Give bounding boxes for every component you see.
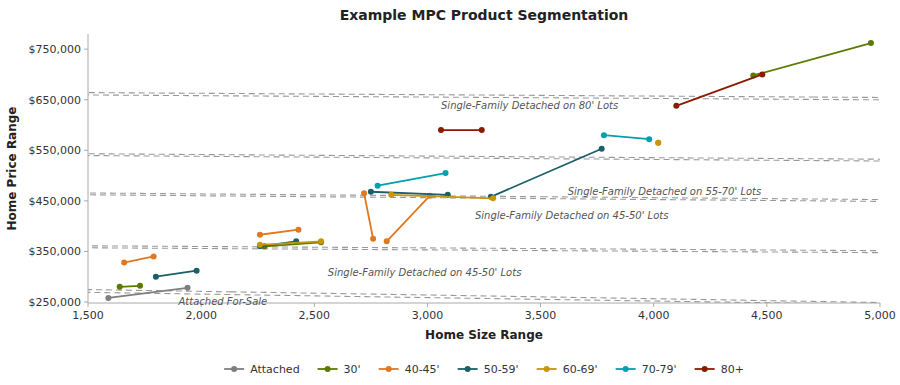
point bbox=[257, 242, 263, 248]
legend-item: 50-59' bbox=[458, 363, 519, 376]
legend-marker bbox=[231, 366, 237, 372]
annotation-text: Single-Family Detached on 45-50' Lots bbox=[475, 210, 668, 221]
point bbox=[153, 274, 159, 280]
point bbox=[388, 192, 394, 198]
y-tick-label: $750,000 bbox=[29, 43, 82, 56]
legend-marker bbox=[386, 366, 392, 372]
legend-item: 80+ bbox=[695, 363, 744, 376]
y-tick bbox=[84, 99, 88, 100]
legend-label: 70-79' bbox=[642, 363, 677, 376]
y-tick-label: $350,000 bbox=[29, 245, 82, 258]
x-tick bbox=[766, 303, 767, 307]
legend-marker bbox=[465, 366, 471, 372]
x-tick-label: 4,500 bbox=[751, 309, 783, 322]
legend-label: 40-45' bbox=[405, 363, 440, 376]
point bbox=[137, 283, 143, 289]
legend-label: 50-59' bbox=[484, 363, 519, 376]
x-tick-label: 4,000 bbox=[638, 309, 670, 322]
x-tick-label: 2,500 bbox=[299, 309, 331, 322]
legend-marker bbox=[325, 366, 331, 372]
point bbox=[655, 140, 661, 146]
legend-item: 70-79' bbox=[616, 363, 677, 376]
y-tick-label: $250,000 bbox=[29, 296, 82, 309]
annotation-ellipse bbox=[88, 277, 880, 303]
legend-item: Attached bbox=[224, 363, 299, 376]
legend-item: 40-45' bbox=[379, 363, 440, 376]
series-line bbox=[441, 74, 762, 130]
title: Example MPC Product Segmentation bbox=[340, 7, 629, 23]
annotation-ellipse bbox=[88, 170, 880, 224]
legend-label: Attached bbox=[250, 363, 299, 376]
chart: Example MPC Product Segmentation 1,500 2,0… bbox=[0, 0, 900, 385]
x-tick bbox=[880, 303, 881, 307]
annotation-ellipse bbox=[88, 211, 880, 285]
annotation-ellipse bbox=[88, 129, 880, 187]
plot-area bbox=[88, 40, 880, 303]
x-tick bbox=[427, 303, 428, 307]
point bbox=[185, 285, 191, 291]
point bbox=[295, 227, 301, 233]
series-line bbox=[120, 43, 871, 287]
y-tick bbox=[84, 49, 88, 50]
y-tick bbox=[84, 251, 88, 252]
point bbox=[443, 170, 449, 176]
legend-label: 30' bbox=[344, 363, 361, 376]
x-tick bbox=[540, 303, 541, 307]
annotation-text: Single-Family Detached on 45-50' Lots bbox=[328, 267, 521, 278]
x-tick bbox=[314, 303, 315, 307]
legend-marker bbox=[702, 366, 708, 372]
x-tick-label: 2,000 bbox=[185, 309, 217, 322]
x-tick-label: 1,500 bbox=[72, 309, 104, 322]
annotation-text: Single-Family Detached on 80' Lots bbox=[441, 100, 618, 111]
legend-item: 60-69' bbox=[537, 363, 598, 376]
y-axis-line bbox=[88, 34, 89, 303]
legend-label: 60-69' bbox=[563, 363, 598, 376]
point bbox=[601, 132, 607, 138]
y-tick bbox=[84, 200, 88, 201]
x-tick-label: 3,500 bbox=[525, 309, 557, 322]
point bbox=[370, 236, 376, 242]
x-axis-label: Home Size Range bbox=[425, 328, 543, 342]
legend-marker bbox=[544, 366, 550, 372]
point bbox=[151, 253, 157, 259]
annotation-text: Attached For-Sale bbox=[178, 296, 268, 307]
x-tick bbox=[653, 303, 654, 307]
legend: Attached 30' 40-45' 50-59' 60-69' 70-79' 80+ bbox=[224, 363, 744, 376]
point bbox=[655, 140, 661, 146]
x-tick-label: 5,000 bbox=[864, 309, 896, 322]
annotation-ellipse bbox=[88, 50, 880, 145]
point bbox=[117, 284, 123, 290]
point bbox=[105, 295, 111, 301]
point bbox=[121, 260, 127, 266]
point bbox=[375, 183, 381, 189]
point bbox=[257, 232, 263, 238]
y-axis-label: Home Price Range bbox=[5, 107, 19, 231]
point bbox=[646, 136, 652, 142]
legend-marker bbox=[623, 366, 629, 372]
series-line bbox=[378, 135, 650, 186]
y-tick bbox=[84, 150, 88, 151]
point bbox=[384, 238, 390, 244]
legend-item: 30' bbox=[318, 363, 361, 376]
point bbox=[194, 268, 200, 274]
point bbox=[673, 103, 679, 109]
x-tick-label: 3,000 bbox=[412, 309, 444, 322]
point bbox=[479, 127, 485, 133]
point bbox=[438, 127, 444, 133]
point bbox=[599, 146, 605, 152]
x-tick bbox=[88, 303, 89, 307]
series-line bbox=[124, 193, 429, 262]
y-tick bbox=[84, 301, 88, 302]
point bbox=[868, 40, 874, 46]
point bbox=[318, 238, 324, 244]
point bbox=[361, 190, 367, 196]
annotation-text: Single-Family Detached on 55-70' Lots bbox=[568, 186, 761, 197]
y-tick-label: $550,000 bbox=[29, 144, 82, 157]
y-tick-label: $650,000 bbox=[29, 94, 82, 107]
point bbox=[368, 189, 374, 195]
point bbox=[490, 195, 496, 201]
point bbox=[759, 71, 765, 77]
legend-label: 80+ bbox=[721, 363, 744, 376]
y-tick-label: $450,000 bbox=[29, 195, 82, 208]
